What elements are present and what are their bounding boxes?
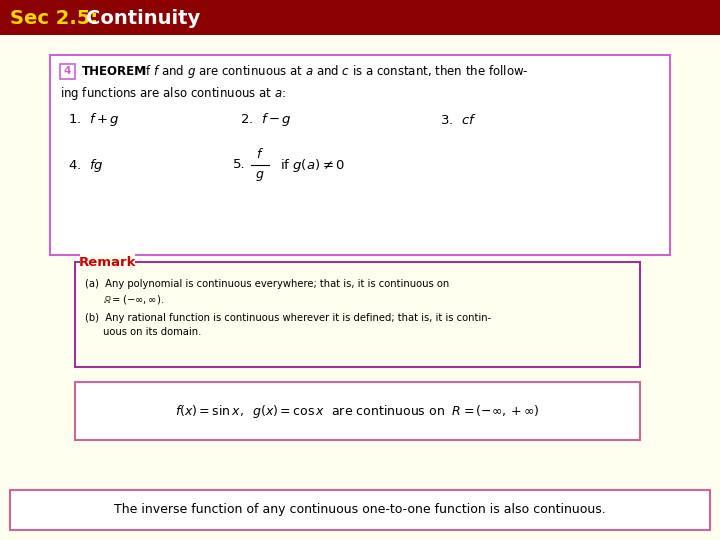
Text: 1.  $f+g$: 1. $f+g$ (68, 111, 120, 129)
FancyBboxPatch shape (75, 382, 640, 440)
Text: if $g(a) \neq 0$: if $g(a) \neq 0$ (280, 157, 345, 173)
FancyBboxPatch shape (60, 64, 75, 79)
FancyBboxPatch shape (75, 262, 640, 367)
Text: Sec 2.5:: Sec 2.5: (10, 9, 112, 28)
Text: (b)  Any rational function is continuous wherever it is defined; that is, it is : (b) Any rational function is continuous … (85, 313, 491, 323)
Text: If $f$ and $g$ are continuous at $a$ and $c$ is a constant, then the follow-: If $f$ and $g$ are continuous at $a$ and… (142, 63, 528, 80)
Text: Remark: Remark (78, 255, 136, 268)
FancyBboxPatch shape (80, 254, 135, 270)
Text: 2.  $f-g$: 2. $f-g$ (240, 111, 292, 129)
Text: (a)  Any polynomial is continuous everywhere; that is, it is continuous on: (a) Any polynomial is continuous everywh… (85, 279, 449, 289)
FancyBboxPatch shape (50, 55, 670, 255)
Text: $\mathbb{R} = (-\infty, \infty)$.: $\mathbb{R} = (-\infty, \infty)$. (103, 293, 164, 306)
Text: uous on its domain.: uous on its domain. (103, 327, 202, 337)
FancyBboxPatch shape (0, 0, 720, 35)
Text: 4: 4 (64, 66, 71, 77)
Text: $f(x) = \sin x, \;\; g(x) = \cos x$  are continuous on  $R = (-\infty, +\infty)$: $f(x) = \sin x, \;\; g(x) = \cos x$ are … (175, 402, 540, 420)
Text: 5.: 5. (233, 159, 246, 172)
Text: Continuity: Continuity (86, 9, 200, 28)
Text: 3.  $cf$: 3. $cf$ (440, 113, 477, 127)
Text: ing functions are also continuous at $a$:: ing functions are also continuous at $a$… (60, 84, 286, 102)
Text: 4.  $fg$: 4. $fg$ (68, 157, 104, 173)
Text: $g$: $g$ (256, 169, 265, 183)
Text: THEOREM: THEOREM (82, 65, 147, 78)
Text: The inverse function of any continuous one-to-one function is also continuous.: The inverse function of any continuous o… (114, 503, 606, 516)
Text: $f$: $f$ (256, 147, 264, 161)
FancyBboxPatch shape (10, 490, 710, 530)
